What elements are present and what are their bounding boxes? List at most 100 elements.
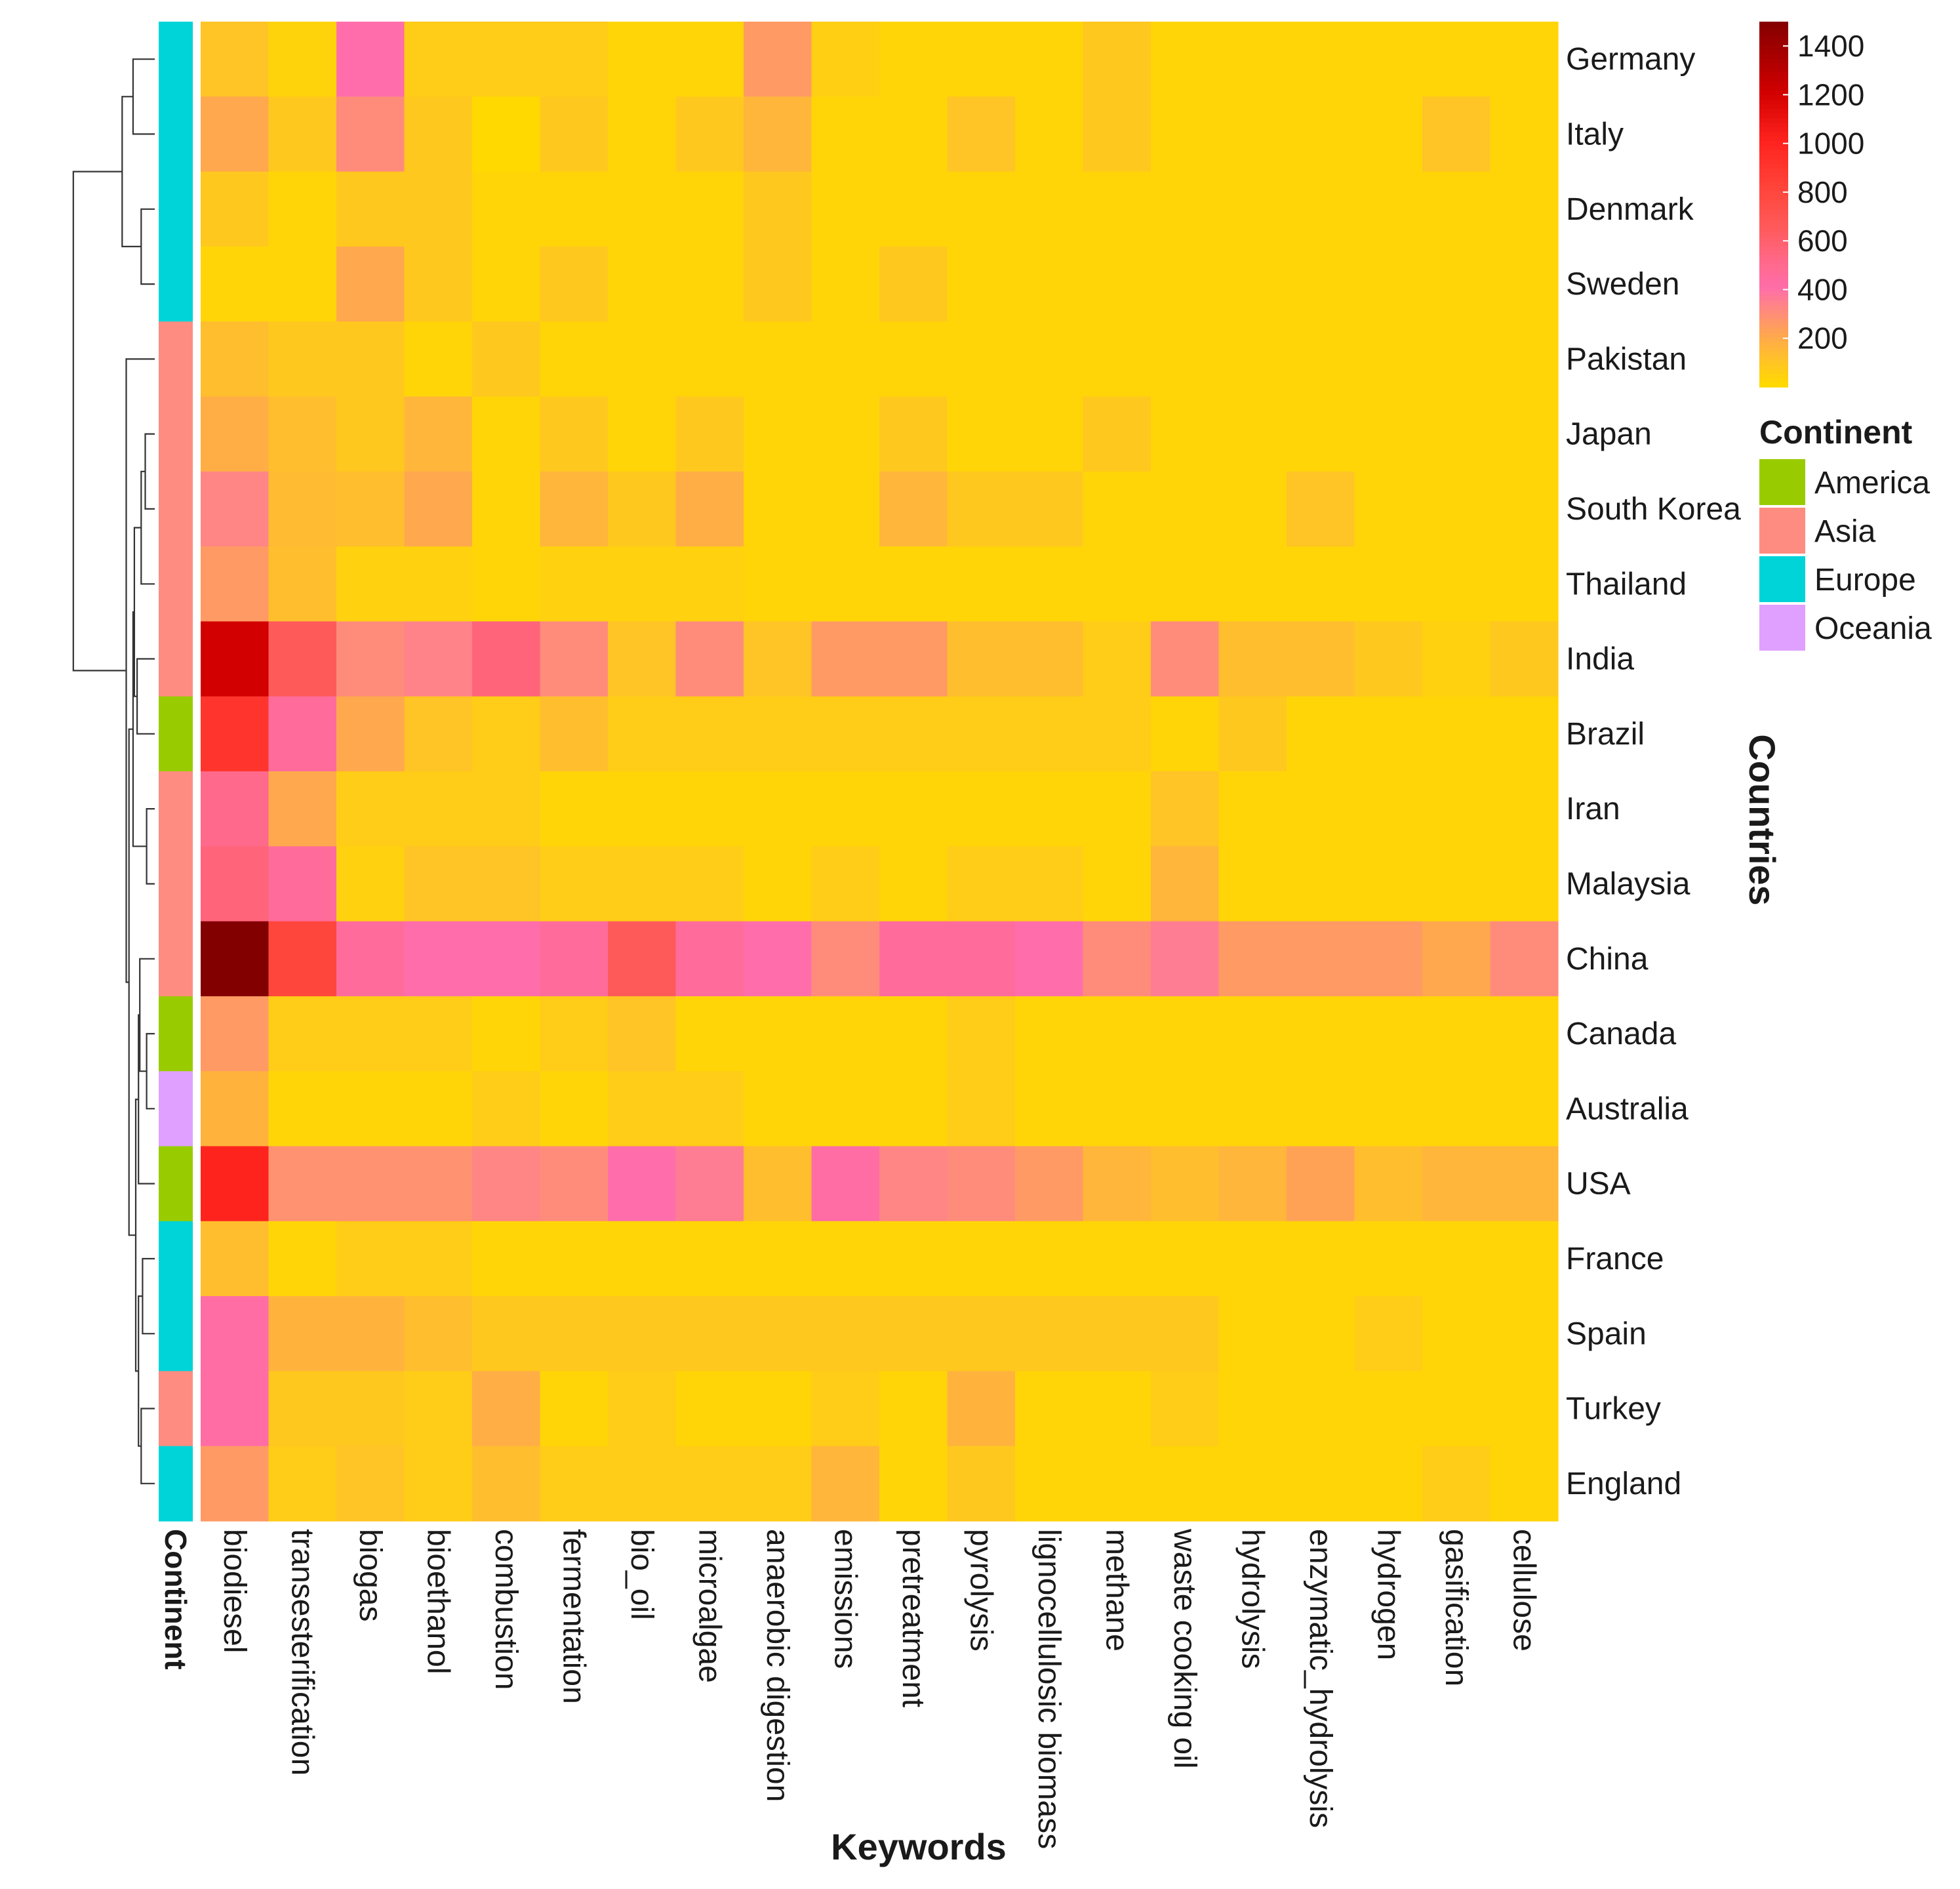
heatmap-cell-sweden-microalgae [675,246,744,322]
heatmap-cell-south-korea-fermentation [540,471,609,547]
continent-cell-iran [159,771,193,847]
legend-swatch-oceania [1759,605,1805,651]
heatmap-cell-china-cellulose [1490,921,1559,997]
heatmap-cell-malaysia-combustion [472,846,541,922]
heatmap-cell-usa-pyrolysis [947,1146,1016,1222]
heatmap-cell-italy-anaerobic-digestion [744,96,812,173]
heatmap-cell-brazil-biodiesel [201,696,270,772]
heatmap-cell-spain-hydrogen [1354,1296,1423,1371]
heatmap-cell-china-biogas [336,921,405,997]
heatmap-cell-england-microalgae [675,1446,744,1522]
column-label-waste-cooking-oil: waste cooking oil [1167,1528,1202,1769]
colorbar-segment [1759,222,1788,228]
heatmap-cell-france-microalgae [675,1221,744,1297]
continent-cell-germany [159,22,193,97]
heatmap-cell-india-fermentation [540,621,609,697]
heatmap-cell-australia-enzymatic-hydrolysis [1287,1071,1355,1147]
heatmap-cell-denmark-emissions [811,171,880,247]
heatmap-cell-brazil-microalgae [675,696,744,772]
continent-annotation-bar [159,22,193,1522]
colorbar-segment [1759,359,1788,365]
heatmap-cell-canada-anaerobic-digestion [744,996,812,1072]
dendrogram-branch [136,658,155,735]
heatmap-cell-canada-hydrolysis [1218,996,1287,1072]
colorbar-segment [1759,131,1788,136]
heatmap-cell-malaysia-hydrolysis [1218,846,1287,922]
colorbar-segment [1759,117,1788,123]
continent-cell-italy [159,96,193,173]
heatmap-cell-thailand-anaerobic-digestion [744,546,812,622]
heatmap-cell-brazil-emissions [811,696,880,772]
heatmap-cell-iran-biogas [336,771,405,847]
heatmap-cell-brazil-hydrolysis [1218,696,1287,772]
heatmap-cell-denmark-enzymatic-hydrolysis [1287,171,1355,247]
heatmap-cell-denmark-biogas [336,171,405,247]
colorbar-segment [1759,364,1788,369]
heatmap-cell-turkey-fermentation [540,1371,609,1447]
heatmap-cell-india-bio-oil [608,621,677,697]
heatmap-cell-india-waste-cooking-oil [1151,621,1220,697]
heatmap-cell-malaysia-bio-oil [608,846,677,922]
heatmap-cell-sweden-fermentation [540,246,609,322]
row-label-usa: USA [1566,1167,1631,1202]
heatmap-cell-sweden-gasification [1422,246,1491,322]
column-label-bio-oil: bio_oil [624,1529,659,1620]
heatmap-cell-south-korea-bio-oil [608,471,677,547]
heatmap-cell-japan-fermentation [540,396,609,472]
heatmap-cell-sweden-lignocellulosic-biomass [1015,246,1084,322]
heatmap-cell-spain-hydrolysis [1218,1296,1287,1371]
row-label-germany: Germany [1566,42,1695,77]
heatmap-cell-italy-waste-cooking-oil [1151,96,1220,173]
row-label-australia: Australia [1566,1091,1689,1126]
heatmap-cell-china-hydrolysis [1218,921,1287,997]
heatmap-cell-thailand-fermentation [540,546,609,622]
heatmap-cell-italy-fermentation [540,96,609,173]
heatmap-cell-england-pretreatment [879,1446,948,1522]
heatmap-cell-pakistan-pretreatment [879,321,948,397]
legend-label-asia: Asia [1814,514,1876,549]
column-label-bioethanol: bioethanol [420,1529,455,1675]
heatmap-cell-denmark-combustion [472,171,541,247]
heatmap-cell-canada-fermentation [540,996,609,1072]
heatmap-cell-spain-transesterification [268,1296,337,1371]
row-label-france: France [1566,1242,1664,1276]
colorbar-segment [1759,250,1788,255]
heatmap-cell-australia-methane [1083,1071,1151,1147]
heatmap-cell-france-hydrogen [1354,1221,1423,1297]
heatmap-cell-india-cellulose [1490,621,1559,697]
heatmap-cell-denmark-biodiesel [201,171,270,247]
heatmap-cell-china-combustion [472,921,541,997]
heatmap-cell-australia-pretreatment [879,1071,948,1147]
heatmap-cell-germany-combustion [472,22,541,97]
heatmap-cell-italy-hydrogen [1354,96,1423,173]
heatmap-cell-brazil-cellulose [1490,696,1559,772]
heatmap-cell-italy-pyrolysis [947,96,1016,173]
heatmap-cell-spain-waste-cooking-oil [1151,1296,1220,1371]
heatmap-cell-malaysia-biodiesel [201,846,270,922]
heatmap-cell-pakistan-microalgae [675,321,744,397]
heatmap-cell-turkey-emissions [811,1371,880,1447]
heatmap-cell-germany-enzymatic-hydrolysis [1287,22,1355,97]
continent-cell-south-korea [159,471,193,547]
colorbar-segment [1759,346,1788,352]
heatmap-cell-south-korea-anaerobic-digestion [744,471,812,547]
heatmap-cell-india-emissions [811,621,880,697]
heatmap-cell-thailand-biogas [336,546,405,622]
heatmap-cell-thailand-waste-cooking-oil [1151,546,1220,622]
heatmap-cell-brazil-fermentation [540,696,609,772]
heatmap-cell-malaysia-microalgae [675,846,744,922]
colorbar-segment [1759,369,1788,374]
heatmap-cell-england-cellulose [1490,1446,1559,1522]
heatmap-cell-canada-waste-cooking-oil [1151,996,1220,1072]
colorbar-segment [1759,327,1788,333]
continent-cell-japan [159,396,193,472]
heatmap-cell-canada-emissions [811,996,880,1072]
colorbar-segment [1759,62,1788,68]
legend-swatch-america [1759,459,1805,505]
heatmap-cell-germany-anaerobic-digestion [744,22,812,97]
colorbar-label-1200: 1200 [1797,77,1864,112]
heatmap-cell-canada-cellulose [1490,996,1559,1072]
heatmap-cell-south-korea-combustion [472,471,541,547]
heatmap-cell-australia-fermentation [540,1071,609,1147]
heatmap-cell-italy-bio-oil [608,96,677,173]
